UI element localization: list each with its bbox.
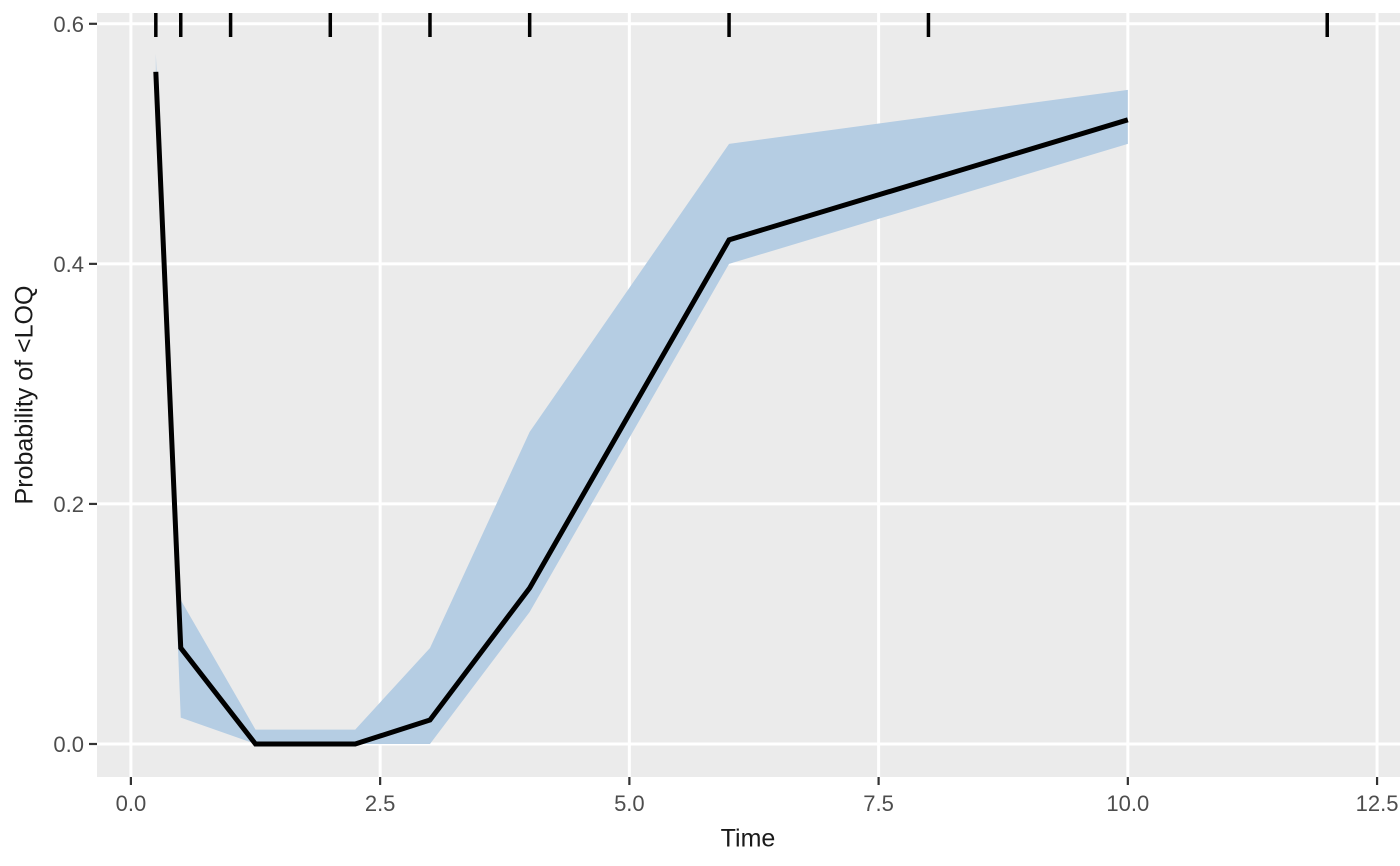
- y-axis-title: Probability of <LOQ: [10, 285, 39, 505]
- y-tick-label: 0.4: [53, 252, 84, 277]
- x-tick-label: 12.5: [1356, 791, 1399, 816]
- plot-panel: [97, 13, 1400, 777]
- y-tick-label: 0.2: [53, 492, 84, 517]
- x-tick-label: 0.0: [116, 791, 147, 816]
- x-axis-title: Time: [720, 824, 776, 853]
- x-tick-label: 10.0: [1106, 791, 1149, 816]
- x-tick-label: 2.5: [365, 791, 396, 816]
- x-tick-label: 5.0: [614, 791, 645, 816]
- x-tick-label: 7.5: [863, 791, 894, 816]
- probability-of-blq-line: [153, 71, 1129, 747]
- y-tick-label: 0.0: [53, 732, 84, 757]
- confidence-band: [155, 53, 1128, 744]
- y-tick-label: 0.6: [53, 12, 84, 37]
